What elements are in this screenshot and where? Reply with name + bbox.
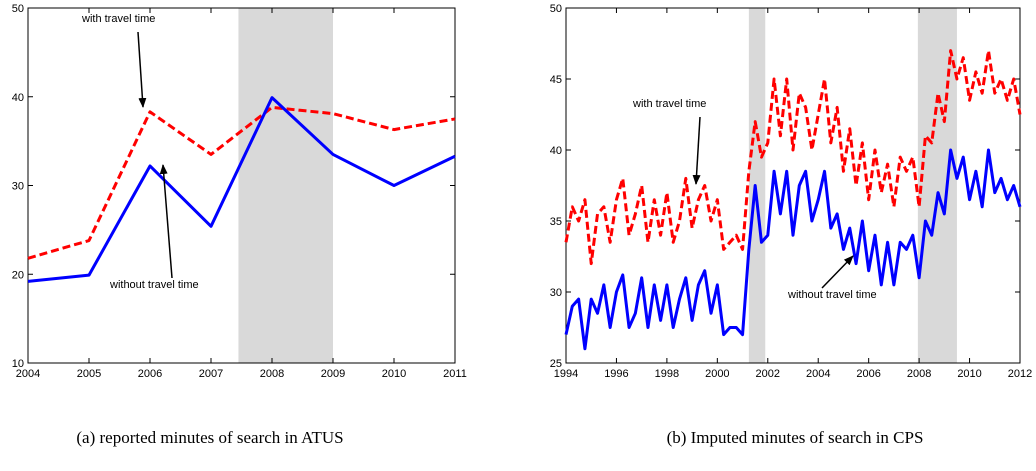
x-tick-label: 2006 xyxy=(138,368,162,380)
x-tick-label: 2000 xyxy=(705,368,729,380)
x-tick-label: 2004 xyxy=(806,368,830,380)
shaded-period xyxy=(748,8,766,363)
y-tick-label: 20 xyxy=(12,269,24,281)
caption: (b) Imputed minutes of search in CPS xyxy=(667,428,924,447)
annotation-arrow xyxy=(821,255,854,289)
annotation: without travel time xyxy=(109,279,199,291)
annotation: without travel time xyxy=(787,289,877,301)
series-line xyxy=(27,96,456,283)
y-tick-label: 30 xyxy=(12,181,24,193)
annotation: with travel time xyxy=(81,13,155,25)
x-tick-label: 2012 xyxy=(1008,368,1032,380)
series-line xyxy=(564,148,1022,351)
x-tick-label: 2007 xyxy=(199,368,223,380)
x-tick-label: 1994 xyxy=(554,368,578,380)
x-tick-label: 2004 xyxy=(16,368,40,380)
x-tick-label: 2006 xyxy=(856,368,880,380)
series-line xyxy=(27,105,456,260)
annotation-arrow xyxy=(692,116,701,185)
y-tick-label: 35 xyxy=(550,216,562,228)
y-tick-label: 45 xyxy=(550,74,562,86)
x-tick-label: 2005 xyxy=(77,368,101,380)
y-tick-label: 25 xyxy=(550,358,562,370)
axes-box xyxy=(565,7,1021,364)
x-tick-label: 2008 xyxy=(260,368,284,380)
x-tick-label: 1998 xyxy=(655,368,679,380)
x-tick-label: 2008 xyxy=(907,368,931,380)
shaded-period xyxy=(238,8,333,363)
x-tick-label: 2002 xyxy=(756,368,780,380)
y-tick-label: 50 xyxy=(12,3,24,15)
x-tick-label: 1996 xyxy=(604,368,628,380)
x-tick-label: 2010 xyxy=(382,368,406,380)
series-line xyxy=(564,49,1022,266)
y-tick-label: 50 xyxy=(550,3,562,15)
shaded-period xyxy=(917,8,957,363)
y-tick-label: 30 xyxy=(550,287,562,299)
y-tick-label: 40 xyxy=(12,92,24,104)
caption: (a) reported minutes of search in ATUS xyxy=(76,428,343,447)
annotation-arrow xyxy=(137,31,147,108)
y-tick-label: 40 xyxy=(550,145,562,157)
x-tick-label: 2010 xyxy=(957,368,981,380)
annotation: with travel time xyxy=(632,98,706,110)
x-tick-label: 2011 xyxy=(443,368,467,380)
x-tick-label: 2009 xyxy=(321,368,345,380)
y-tick-label: 10 xyxy=(12,358,24,370)
annotation-arrow xyxy=(159,164,173,279)
